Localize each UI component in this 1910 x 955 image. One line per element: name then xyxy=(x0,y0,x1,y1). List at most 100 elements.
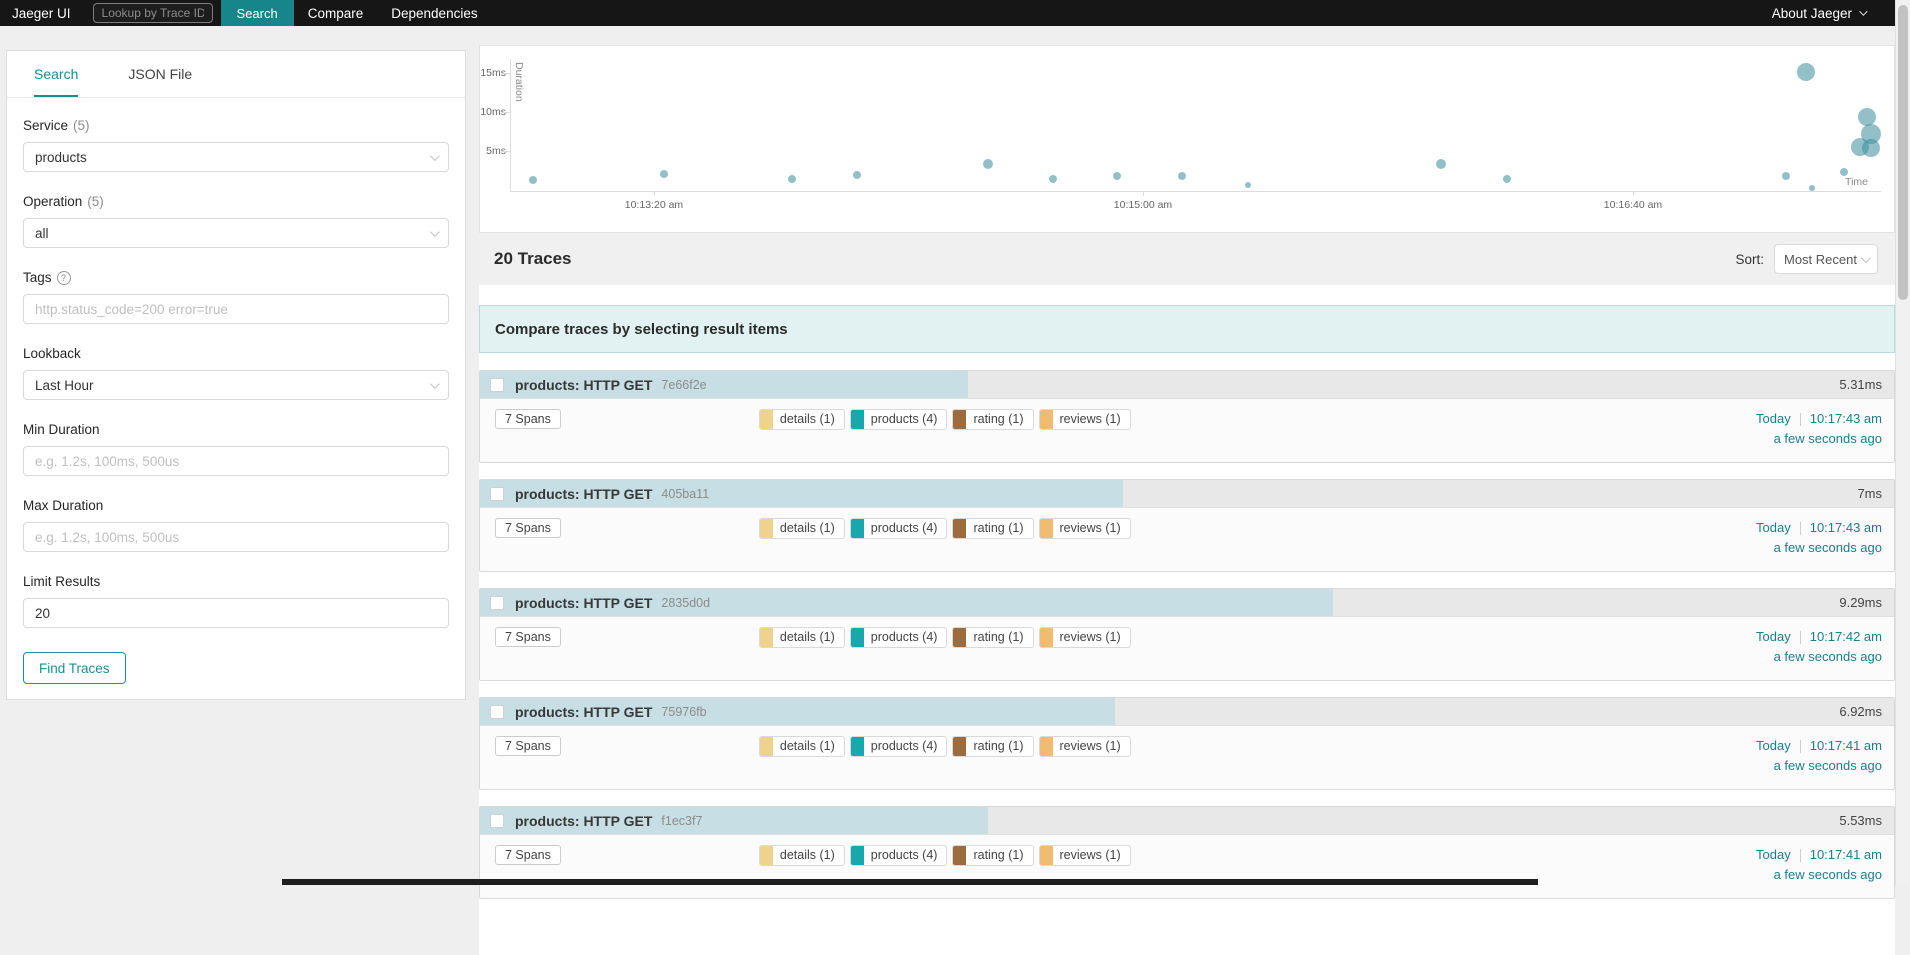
page-scrollbar[interactable] xyxy=(1895,0,1910,885)
trace-scatter-point[interactable] xyxy=(1839,168,1848,177)
trace-scatter-point[interactable] xyxy=(529,175,538,184)
service-tag-label: details (1) xyxy=(779,412,835,426)
app-brand-link[interactable]: Jaeger UI xyxy=(12,5,71,21)
trace-times: Today 10:17:41 am a few seconds ago xyxy=(1756,845,1882,885)
service-color-swatch-icon xyxy=(759,846,773,865)
trace-scatter-point[interactable] xyxy=(659,169,668,178)
time-separator xyxy=(1799,848,1801,862)
trace-scatter-point[interactable] xyxy=(1782,172,1791,181)
span-count-chip: 7 Spans xyxy=(495,409,561,429)
about-jaeger-menu[interactable]: About Jaeger xyxy=(1772,6,1868,21)
service-tag-label: products (4) xyxy=(870,412,938,426)
time-separator xyxy=(1799,521,1801,535)
trace-header-link[interactable]: products: HTTP GET 7e66f2e 5.31ms xyxy=(480,371,1894,399)
trace-time-link[interactable]: 10:17:41 am xyxy=(1809,847,1882,862)
trace-title: products: HTTP GET xyxy=(515,485,653,502)
trace-scatter-point[interactable] xyxy=(852,171,861,180)
span-count-chip: 7 Spans xyxy=(495,627,561,647)
trace-date-link[interactable]: Today xyxy=(1756,629,1791,644)
service-label: Service (5) xyxy=(23,118,90,133)
min-duration-label: Min Duration xyxy=(23,422,100,437)
trace-duration: 5.53ms xyxy=(1839,813,1882,828)
trace-title: products: HTTP GET xyxy=(515,376,653,393)
trace-header-link[interactable]: products: HTTP GET 2835d0d 9.29ms xyxy=(480,589,1894,617)
trace-scatter-point[interactable] xyxy=(1177,172,1186,181)
service-color-swatch-icon xyxy=(953,410,967,429)
tags-input[interactable] xyxy=(23,294,449,324)
nav-search-button[interactable]: Search xyxy=(220,0,294,26)
service-color-swatch-icon xyxy=(953,737,967,756)
trace-scatter-point[interactable] xyxy=(1048,175,1057,184)
span-count-chip: 7 Spans xyxy=(495,518,561,538)
service-select[interactable]: products xyxy=(23,142,449,172)
service-color-swatch-icon xyxy=(1039,628,1053,647)
max-duration-label: Max Duration xyxy=(23,498,104,513)
trace-scatter-point[interactable] xyxy=(1113,172,1122,181)
trace-select-checkbox[interactable] xyxy=(490,704,504,719)
tab-search[interactable]: Search xyxy=(34,51,79,97)
trace-select-checkbox[interactable] xyxy=(490,595,504,610)
min-duration-input[interactable] xyxy=(23,446,449,476)
x-tick-mark xyxy=(1633,191,1634,196)
service-tag-label: rating (1) xyxy=(973,412,1024,426)
trace-scatter-point[interactable] xyxy=(983,159,994,170)
y-axis-title: Duration xyxy=(513,62,525,102)
trace-date-link[interactable]: Today xyxy=(1756,411,1791,426)
limit-results-input[interactable] xyxy=(23,598,449,628)
trace-duration: 6.92ms xyxy=(1839,704,1882,719)
find-traces-button[interactable]: Find Traces xyxy=(23,652,126,684)
trace-header-link[interactable]: products: HTTP GET 405ba11 7ms xyxy=(480,480,1894,508)
service-tag-chip: products (4) xyxy=(849,518,948,539)
nav-link-dependencies[interactable]: Dependencies xyxy=(391,5,478,21)
trace-date-link[interactable]: Today xyxy=(1756,738,1791,753)
service-tag-label: rating (1) xyxy=(973,630,1024,644)
trace-relative-time: a few seconds ago xyxy=(1773,649,1882,665)
tags-help-icon[interactable]: ? xyxy=(56,270,71,285)
trace-date-link[interactable]: Today xyxy=(1756,520,1791,535)
trace-lookup-input[interactable] xyxy=(92,3,213,23)
nav-link-compare[interactable]: Compare xyxy=(307,5,364,21)
trace-time-link[interactable]: 10:17:42 am xyxy=(1809,629,1882,644)
trace-time-link[interactable]: 10:17:43 am xyxy=(1809,411,1882,426)
service-tag-label: rating (1) xyxy=(973,521,1024,535)
trace-relative-time: a few seconds ago xyxy=(1773,867,1882,883)
trace-scatter-point[interactable] xyxy=(1244,181,1251,188)
service-tag-chip: products (4) xyxy=(849,627,948,648)
service-tag-label: products (4) xyxy=(870,630,938,644)
trace-scatter-point[interactable] xyxy=(1502,175,1511,184)
trace-scatter-point[interactable] xyxy=(788,175,797,184)
max-duration-input[interactable] xyxy=(23,522,449,552)
trace-select-checkbox[interactable] xyxy=(490,813,504,828)
trace-scatter-point[interactable] xyxy=(1862,138,1881,157)
trace-select-checkbox[interactable] xyxy=(490,377,504,392)
service-tag-label: details (1) xyxy=(779,521,835,535)
trace-scatter-point[interactable] xyxy=(1435,159,1446,170)
service-color-swatch-icon xyxy=(1039,410,1053,429)
tag-group: details (1) products (4) rating (1) reviews… xyxy=(758,409,1131,430)
trace-relative-time: a few seconds ago xyxy=(1773,540,1882,556)
trace-select-checkbox[interactable] xyxy=(490,486,504,501)
service-tag-chip: details (1) xyxy=(758,627,845,648)
service-tag-chip: reviews (1) xyxy=(1038,518,1131,539)
service-tag-label: details (1) xyxy=(779,739,835,753)
trace-relative-time: a few seconds ago xyxy=(1773,758,1882,774)
service-tag-chip: reviews (1) xyxy=(1038,409,1131,430)
trace-times: Today 10:17:42 am a few seconds ago xyxy=(1756,627,1882,667)
scrollbar-thumb[interactable] xyxy=(1898,5,1908,300)
trace-scatter-point[interactable] xyxy=(1796,62,1815,81)
trace-scatter-point[interactable] xyxy=(1858,108,1877,127)
lookback-select[interactable]: Last Hour xyxy=(23,370,449,400)
tab-json-file[interactable]: JSON File xyxy=(128,66,193,82)
trace-scatter-point[interactable] xyxy=(1809,184,1816,191)
trace-count-title: 20 Traces xyxy=(494,249,572,268)
trace-header-link[interactable]: products: HTTP GET 75976fb 6.92ms xyxy=(480,698,1894,726)
trace-time-link[interactable]: 10:17:43 am xyxy=(1809,520,1882,535)
operation-label: Operation (5) xyxy=(23,194,104,209)
service-tag-chip: details (1) xyxy=(758,736,845,757)
trace-time-link[interactable]: 10:17:41 am xyxy=(1809,738,1882,753)
trace-header-link[interactable]: products: HTTP GET f1ec3f7 5.53ms xyxy=(480,807,1894,835)
limit-results-label: Limit Results xyxy=(23,574,101,589)
trace-date-link[interactable]: Today xyxy=(1756,847,1791,862)
sort-select[interactable]: Most Recent xyxy=(1774,244,1878,274)
operation-select[interactable]: all xyxy=(23,218,449,248)
